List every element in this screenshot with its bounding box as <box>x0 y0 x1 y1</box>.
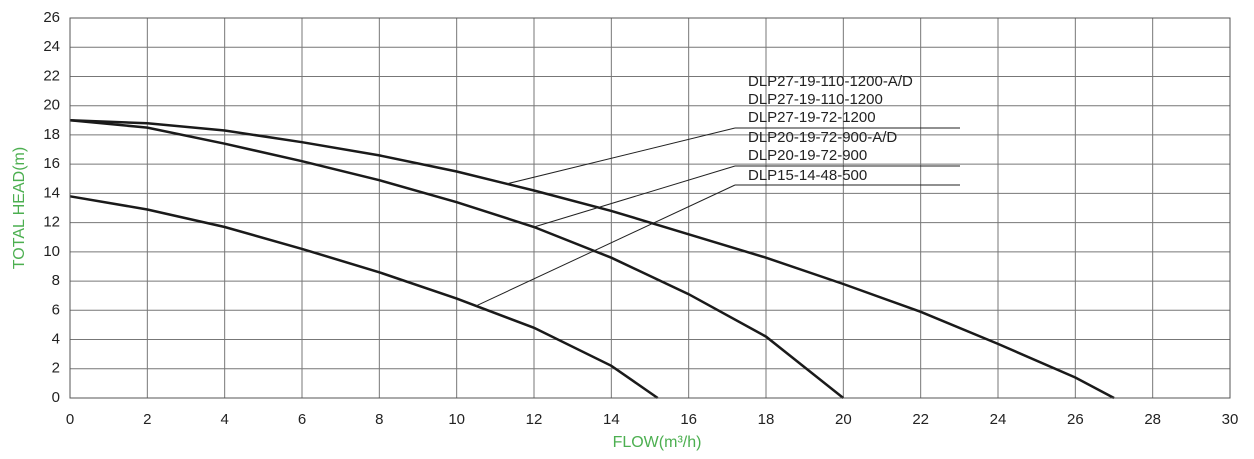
curve <box>69 119 1115 400</box>
x-tick-label: 0 <box>66 411 74 428</box>
x-tick-label: 12 <box>526 411 543 428</box>
x-tick-label: 2 <box>143 411 151 428</box>
x-tick-label: 6 <box>298 411 306 428</box>
y-tick-label: 26 <box>43 9 60 26</box>
y-tick-label: 2 <box>52 360 60 377</box>
y-tick-label: 6 <box>52 301 60 318</box>
y-axis-title: TOTAL HEAD(m) <box>11 147 28 269</box>
leader-line <box>475 184 736 307</box>
x-tick-label: 14 <box>603 411 620 428</box>
x-tick-label: 8 <box>375 411 383 428</box>
y-tick-label: 0 <box>52 389 60 406</box>
x-tick-label: 26 <box>1067 411 1084 428</box>
curve <box>69 195 659 400</box>
x-tick-label: 18 <box>758 411 775 428</box>
x-tick-label: 24 <box>990 411 1007 428</box>
x-tick-label: 4 <box>220 411 228 428</box>
x-tick-label: 10 <box>448 411 465 428</box>
y-tick-label: 22 <box>43 67 60 84</box>
curve-label: DLP20-19-72-900 <box>748 147 867 164</box>
curve <box>69 119 845 399</box>
y-tick-label: 14 <box>43 184 60 201</box>
y-tick-label: 12 <box>43 214 60 231</box>
y-tick-label: 4 <box>52 331 60 348</box>
y-tick-label: 8 <box>52 272 60 289</box>
y-tick-label: 20 <box>43 97 60 114</box>
y-tick-label: 18 <box>43 126 60 143</box>
y-tick-label: 10 <box>43 243 60 260</box>
x-tick-label: 16 <box>680 411 697 428</box>
y-tick-label: 24 <box>43 38 60 55</box>
x-axis-title: FLOW(m³/h) <box>613 434 702 451</box>
leader-line <box>506 127 736 185</box>
leader-line <box>533 165 736 228</box>
x-tick-label: 20 <box>835 411 852 428</box>
x-tick-label: 30 <box>1222 411 1239 428</box>
x-tick-label: 22 <box>912 411 929 428</box>
x-tick-label: 28 <box>1144 411 1161 428</box>
plot-frame <box>69 17 1231 399</box>
curve-label: DLP15-14-48-500 <box>748 167 867 184</box>
curve-label: DLP20-19-72-900-A/D <box>748 129 897 146</box>
curve-label: DLP27-19-110-1200-A/D <box>748 73 913 90</box>
curve-label: DLP27-19-110-1200 <box>748 91 883 108</box>
y-tick-label: 16 <box>43 155 60 172</box>
curve-label: DLP27-19-72-1200 <box>748 109 876 126</box>
